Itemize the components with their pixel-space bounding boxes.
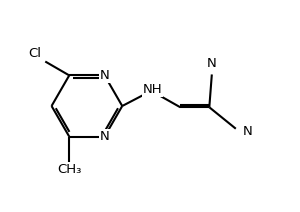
Text: Cl: Cl [28, 47, 41, 60]
Text: CH₃: CH₃ [57, 163, 81, 176]
Text: N: N [100, 130, 110, 143]
Text: N: N [242, 125, 252, 138]
Text: NH: NH [143, 83, 162, 96]
Text: N: N [207, 57, 217, 70]
Text: N: N [100, 69, 110, 82]
